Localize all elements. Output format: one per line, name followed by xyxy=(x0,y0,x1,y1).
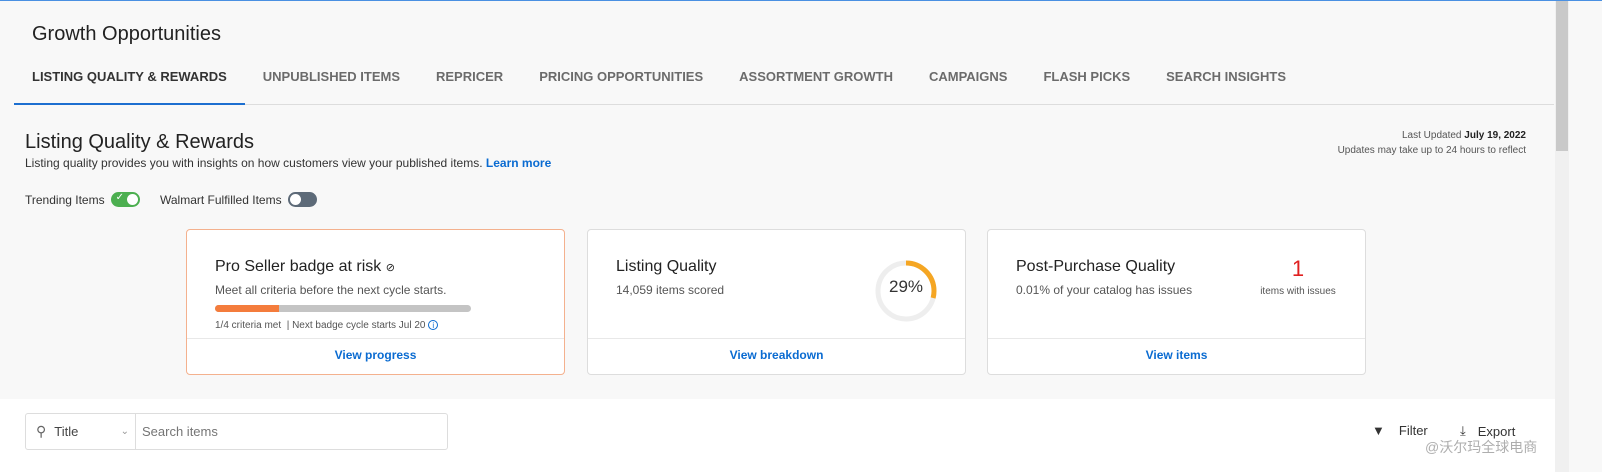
view-breakdown-link[interactable]: View breakdown xyxy=(588,338,965,374)
post-purchase-subtitle: 0.01% of your catalog has issues xyxy=(1016,283,1193,297)
tab-unpublished-items[interactable]: UNPUBLISHED ITEMS xyxy=(262,69,400,84)
trending-items-toggle[interactable]: ✓ xyxy=(110,192,140,207)
learn-more-link[interactable]: Learn more xyxy=(485,156,552,170)
page-title: Growth Opportunities xyxy=(32,23,221,45)
filter-icon: ▼ xyxy=(1372,423,1385,438)
update-note: Updates may take up to 24 hours to refle… xyxy=(1337,145,1526,156)
last-updated-date: July 19, 2022 xyxy=(1464,130,1526,141)
check-icon: ✓ xyxy=(115,192,124,203)
walmart-fulfilled-label: Walmart Fulfilled Items xyxy=(160,192,282,207)
scrollbar[interactable] xyxy=(1555,1,1569,472)
search-bar: ⚲ Title ⌄ xyxy=(25,413,448,450)
scrollbar-thumb[interactable] xyxy=(1556,1,1568,151)
view-items-link[interactable]: View items xyxy=(988,338,1365,374)
watermark: @沃尔玛全球电商 xyxy=(1425,439,1538,455)
quality-score-ring xyxy=(875,260,937,322)
post-purchase-title: Post-Purchase Quality xyxy=(1016,258,1176,275)
section-description: Listing quality provides you with insigh… xyxy=(25,156,551,170)
tab-repricer[interactable]: REPRICER xyxy=(436,69,504,84)
tab-listing-quality[interactable]: LISTING QUALITY & REWARDS xyxy=(14,61,245,105)
trending-items-label: Trending Items xyxy=(25,192,105,207)
last-updated: Last Updated July 19, 2022 xyxy=(1402,130,1526,141)
last-updated-label: Last Updated xyxy=(1402,130,1462,141)
tab-search-insights[interactable]: SEARCH INSIGHTS xyxy=(1166,69,1287,84)
pro-seller-card: Pro Seller badge at risk ⊘ Meet all crit… xyxy=(186,229,565,375)
issue-count: 1 xyxy=(1291,256,1305,281)
description-text: Listing quality provides you with insigh… xyxy=(25,156,483,170)
tab-campaigns[interactable]: CAMPAIGNS xyxy=(928,69,1008,84)
issue-count-label: items with issues xyxy=(1260,286,1336,297)
tab-pricing-opportunities[interactable]: PRICING OPPORTUNITIES xyxy=(539,69,704,84)
listing-quality-title: Listing Quality xyxy=(616,258,717,275)
search-input[interactable] xyxy=(136,424,447,439)
walmart-fulfilled-toggle[interactable] xyxy=(287,192,317,207)
post-purchase-card: Post-Purchase Quality 0.01% of your cata… xyxy=(987,229,1366,375)
download-icon: ⤓ xyxy=(1460,423,1466,438)
filter-label: Filter xyxy=(1398,423,1428,438)
listing-quality-subtitle: 14,059 items scored xyxy=(616,283,725,297)
tab-flash-picks[interactable]: FLASH PICKS xyxy=(1043,69,1131,84)
badge-check-icon: ⊘ xyxy=(385,262,395,274)
listing-quality-card: Listing Quality 14,059 items scored 29% … xyxy=(587,229,966,375)
search-icon: ⚲ xyxy=(36,423,47,439)
search-field-value: Title xyxy=(54,424,79,439)
section-title: Listing Quality & Rewards xyxy=(25,131,254,153)
tab-bar: LISTING QUALITY & REWARDS UNPUBLISHED IT… xyxy=(14,61,1554,105)
tab-assortment-growth[interactable]: ASSORTMENT GROWTH xyxy=(739,69,893,84)
pro-seller-title: Pro Seller badge at risk ⊘ xyxy=(215,258,395,275)
pro-seller-subtitle: Meet all criteria before the next cycle … xyxy=(215,283,447,297)
chevron-down-icon: ⌄ xyxy=(120,426,129,437)
export-label: Export xyxy=(1477,423,1516,439)
criteria-meta: 1/4 criteria met | Next badge cycle star… xyxy=(215,320,439,331)
trending-items-toggle-row: Trending Items ✓ xyxy=(25,192,140,207)
search-field-select[interactable]: ⚲ Title ⌄ xyxy=(26,414,136,449)
criteria-progress-bar xyxy=(215,305,471,312)
walmart-fulfilled-toggle-row: Walmart Fulfilled Items xyxy=(160,192,317,207)
export-button[interactable]: ⤓ Export xyxy=(1460,423,1515,439)
filter-button[interactable]: ▼ Filter xyxy=(1372,423,1428,438)
quality-score: 29% xyxy=(888,277,924,296)
info-icon[interactable]: i xyxy=(428,320,439,330)
view-progress-link[interactable]: View progress xyxy=(187,338,564,374)
